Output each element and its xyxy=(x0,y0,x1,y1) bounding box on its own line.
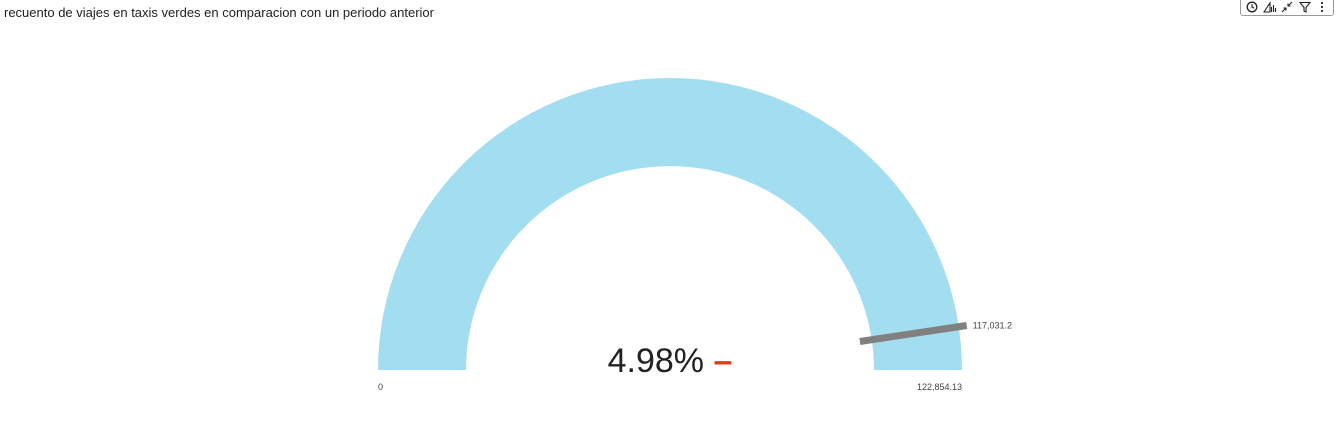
focus-mode-icon[interactable] xyxy=(1245,0,1259,14)
collapse-icon[interactable] xyxy=(1280,0,1294,14)
gauge-target-label: 117,031.2 xyxy=(973,320,1012,330)
more-options-icon[interactable] xyxy=(1315,0,1329,14)
gauge-value-arc xyxy=(378,78,962,370)
gauge-center-value: 4.98% – xyxy=(608,342,733,380)
gauge-percent-value: 4.98% xyxy=(608,342,714,380)
filter-icon[interactable] xyxy=(1298,0,1312,14)
trend-indicator: – xyxy=(713,342,732,380)
chart-title: recuento de viajes en taxis verdes en co… xyxy=(4,5,434,20)
gauge-max-label: 122,854.13 xyxy=(917,382,962,392)
drill-icon[interactable] xyxy=(1262,0,1277,14)
gauge-min-label: 0 xyxy=(378,382,383,392)
gauge-target-marker xyxy=(859,322,968,345)
visual-toolbar xyxy=(1240,0,1334,16)
